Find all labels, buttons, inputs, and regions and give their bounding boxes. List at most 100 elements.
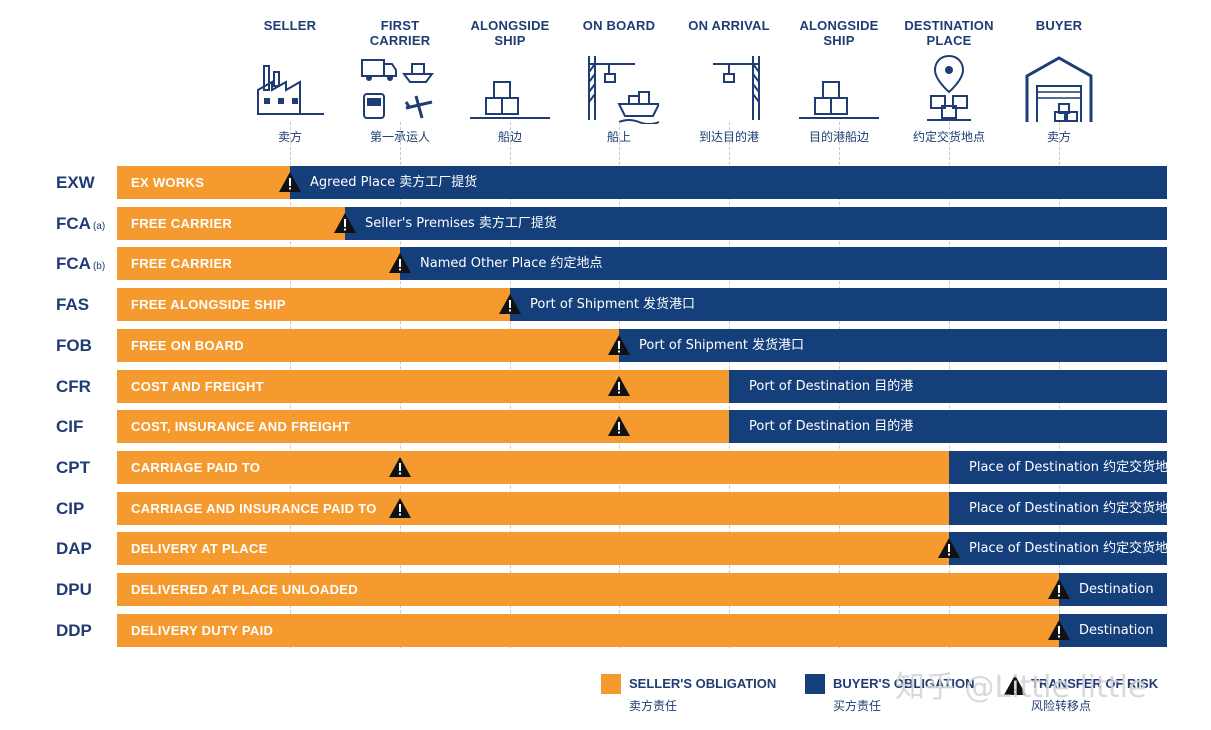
- factory-icon: [257, 65, 324, 115]
- risk-transfer-icon: [607, 415, 631, 437]
- term-row-fca: FCA (b) FREE CARRIER Named Other Place 约定地点: [0, 247, 1211, 280]
- seller-obligation-bar: CARRIAGE PAID TO: [117, 451, 949, 484]
- term-row-cif: CIF COST, INSURANCE AND FREIGHT Port of De…: [0, 410, 1211, 443]
- risk-transfer-icon: [1047, 578, 1071, 600]
- stage-0: SELLER 卖方: [230, 0, 350, 150]
- stage-cn-label: 第一承运人: [369, 130, 430, 144]
- stage-5: ALONGSIDE SHIP 目的港船边: [779, 0, 899, 150]
- crane-unloading-icon: [713, 56, 760, 120]
- buyer-obligation-bar: Destination: [1059, 573, 1167, 606]
- risk-transfer-icon: [388, 497, 412, 519]
- legend-swatch: [601, 674, 621, 694]
- stage-cn-label: 到达目的港: [698, 130, 759, 144]
- buyer-obligation-bar: Port of Destination 目的港: [729, 410, 1167, 443]
- risk-transfer-icon: [607, 375, 631, 397]
- risk-transfer-icon: [498, 293, 522, 315]
- seller-obligation-bar: DELIVERY AT PLACE: [117, 532, 949, 565]
- term-code: FAS: [56, 295, 90, 314]
- term-code: DDP: [56, 621, 92, 640]
- stage-4: ON ARRIVAL 到达目的港: [669, 0, 789, 150]
- seller-obligation-bar: FREE CARRIER: [117, 207, 345, 240]
- buyer-obligation-bar: Place of Destination 约定交货地: [949, 451, 1167, 484]
- legend-swatch: [805, 674, 825, 694]
- term-code-suffix: (b): [92, 261, 106, 272]
- buyer-obligation-bar: Place of Destination 约定交货地: [949, 492, 1167, 525]
- seller-obligation-bar: EX WORKS: [117, 166, 290, 199]
- box-on-dock-icon: [799, 81, 879, 119]
- warehouse-icon: [1025, 56, 1093, 122]
- carrier-modes-icon: [361, 59, 434, 119]
- crane-loading-icon: [588, 56, 659, 124]
- stage-7: BUYER 卖方: [999, 0, 1119, 150]
- term-row-fob: FOB FREE ON BOARD Port of Shipment 发货港口: [0, 329, 1211, 362]
- warning-icon: [1003, 674, 1027, 695]
- stage-cn-label: 卖方: [277, 130, 302, 144]
- buyer-obligation-bar: Place of Destination 约定交货地: [949, 532, 1167, 565]
- legend-label: TRANSFER OF RISK: [1031, 676, 1159, 691]
- term-row-fas: FAS FREE ALONGSIDE SHIP Port of Shipment 发…: [0, 288, 1211, 321]
- stage-1: FIRST CARRIER 第一承运人: [340, 0, 460, 150]
- watermark: 知乎 @Little little: [895, 670, 1147, 705]
- stage-label: ALONGSIDE SHIP: [799, 18, 879, 48]
- buyer-obligation-bar: Port of Destination 目的港: [729, 370, 1167, 403]
- seller-obligation-bar: COST, INSURANCE AND FREIGHT: [117, 410, 729, 443]
- term-code: EXW: [56, 173, 95, 192]
- buyer-obligation-bar: Port of Shipment 发货港口: [510, 288, 1167, 321]
- buyer-obligation-bar: Destination: [1059, 614, 1167, 647]
- stage-label: ON ARRIVAL: [688, 18, 770, 33]
- stage-label: ON BOARD: [582, 18, 656, 33]
- risk-transfer-icon: [607, 334, 631, 356]
- stage-cn-label: 目的港船边: [808, 130, 869, 144]
- buyer-obligation-bar: Seller's Premises 卖方工厂提货: [345, 207, 1167, 240]
- stage-label: FIRST CARRIER: [369, 18, 431, 48]
- risk-transfer-icon: [388, 252, 412, 274]
- stage-label: DESTINATION PLACE: [904, 18, 994, 48]
- risk-transfer-icon: [388, 456, 412, 478]
- term-code: FCA (b): [56, 254, 106, 273]
- stage-label: SELLER: [263, 18, 317, 33]
- term-code: CFR: [56, 377, 91, 396]
- term-code: FCA (a): [56, 214, 106, 233]
- stage-label: BUYER: [1035, 18, 1083, 33]
- legend-label: SELLER'S OBLIGATION: [629, 676, 777, 691]
- term-code-suffix: (a): [92, 221, 106, 232]
- legend-label-cn: 卖方责任: [629, 699, 678, 713]
- term-code: CIF: [56, 417, 84, 436]
- term-code: CPT: [56, 458, 90, 477]
- seller-obligation-bar: DELIVERY DUTY PAID: [117, 614, 1059, 647]
- risk-transfer-icon: [278, 171, 302, 193]
- stage-cn-label: 卖方: [1046, 130, 1071, 144]
- legend-label-cn: 风险转移点: [1031, 699, 1092, 713]
- stage-cn-label: 船上: [606, 130, 631, 144]
- legend-label-cn: 买方责任: [833, 699, 882, 713]
- term-row-dap: DAP DELIVERY AT PLACE Place of Destination…: [0, 532, 1211, 565]
- seller-obligation-bar: CARRIAGE AND INSURANCE PAID TO: [117, 492, 949, 525]
- term-row-cfr: CFR COST AND FREIGHT Port of Destination 目…: [0, 370, 1211, 403]
- seller-obligation-bar: COST AND FREIGHT: [117, 370, 729, 403]
- stage-cn-label: 船边: [497, 130, 522, 144]
- stage-3: ON BOARD 船上: [559, 0, 679, 150]
- stage-label: ALONGSIDE SHIP: [470, 18, 550, 48]
- seller-obligation-bar: FREE CARRIER: [117, 247, 400, 280]
- buyer-obligation-bar: Agreed Place 卖方工厂提货: [290, 166, 1167, 199]
- term-row-cpt: CPT CARRIAGE PAID TO Place of Destination …: [0, 451, 1211, 484]
- legend-label: BUYER'S OBLIGATION: [833, 676, 975, 691]
- term-row-cip: CIP CARRIAGE AND INSURANCE PAID TO Place o…: [0, 492, 1211, 525]
- term-code: DPU: [56, 580, 92, 599]
- term-row-dpu: DPU DELIVERED AT PLACE UNLOADED Destinatio…: [0, 573, 1211, 606]
- seller-obligation-bar: FREE ALONGSIDE SHIP: [117, 288, 510, 321]
- box-on-dock-icon: [470, 81, 550, 119]
- stage-6: DESTINATION PLACE 约定交货地点: [889, 0, 1009, 150]
- term-row-exw: EXW EX WORKS Agreed Place 卖方工厂提货: [0, 166, 1211, 199]
- location-boxes-icon: [927, 54, 971, 121]
- stage-cn-label: 约定交货地点: [912, 130, 985, 144]
- term-row-fca: FCA (a) FREE CARRIER Seller's Premises 卖方工厂…: [0, 207, 1211, 240]
- stage-2: ALONGSIDE SHIP 船边: [450, 0, 570, 150]
- seller-obligation-bar: FREE ON BOARD: [117, 329, 619, 362]
- term-code: DAP: [56, 539, 92, 558]
- term-code: CIP: [56, 499, 85, 518]
- risk-transfer-icon: [937, 537, 961, 559]
- term-row-ddp: DDP DELIVERY DUTY PAID Destination: [0, 614, 1211, 647]
- buyer-obligation-bar: Port of Shipment 发货港口: [619, 329, 1167, 362]
